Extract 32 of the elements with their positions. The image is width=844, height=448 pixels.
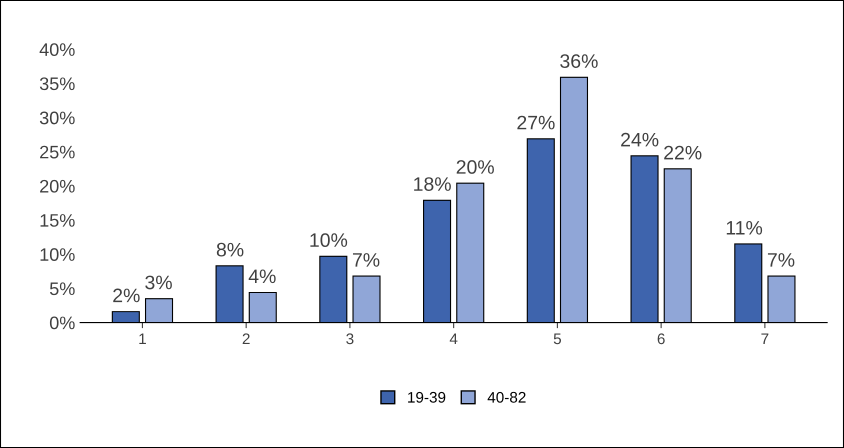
data-label: 2% <box>113 288 140 302</box>
data-label: 7% <box>768 253 794 267</box>
x-tick-label: 5 <box>554 334 561 344</box>
y-tick-label: 10% <box>40 248 75 261</box>
y-tick-label: 20% <box>40 180 75 193</box>
legend-label: 40-82 <box>488 392 526 403</box>
legend-label: 19-39 <box>408 392 446 403</box>
x-tick-label: 6 <box>658 333 665 344</box>
y-tick-label: 15% <box>40 214 75 227</box>
data-label: 11% <box>726 221 762 235</box>
data-label: 36% <box>560 54 598 68</box>
data-label: 8% <box>216 242 244 257</box>
data-label: 27% <box>517 116 555 130</box>
y-tick-label: 40% <box>40 43 75 56</box>
y-tick-label: 0% <box>50 316 75 330</box>
y-tick-label: 5% <box>50 282 75 296</box>
data-label: 10% <box>310 233 348 247</box>
x-tick-label: 1 <box>139 334 146 344</box>
y-tick-label: 25% <box>40 146 75 158</box>
x-tick-label: 4 <box>450 334 458 344</box>
data-label: 20% <box>456 160 494 174</box>
data-label: 18% <box>414 177 451 191</box>
x-tick-label: 3 <box>346 333 354 344</box>
data-label: 4% <box>248 270 276 284</box>
y-tick-label: 35% <box>40 77 75 90</box>
data-label: 7% <box>352 253 380 267</box>
data-label: 22% <box>664 146 702 160</box>
x-tick-label: 2 <box>242 333 250 344</box>
data-label: 3% <box>145 276 172 290</box>
x-tick-label: 7 <box>761 334 768 344</box>
data-label: 24% <box>621 132 658 146</box>
y-tick-label: 30% <box>40 112 75 124</box>
